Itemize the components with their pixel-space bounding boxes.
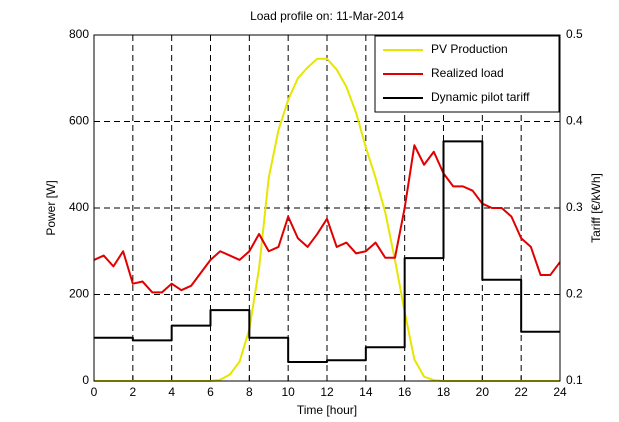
x-tick-label: 12 bbox=[320, 385, 334, 399]
y2-tick-label: 0.1 bbox=[566, 373, 583, 387]
x-tick-label: 10 bbox=[281, 385, 295, 399]
x-axis-label: Time [hour] bbox=[297, 403, 357, 417]
x-tick-label: 14 bbox=[359, 385, 373, 399]
y-axis-label: Power [W] bbox=[44, 180, 58, 235]
y-tick-label: 600 bbox=[69, 114, 89, 128]
x-tick-label: 16 bbox=[398, 385, 412, 399]
y2-tick-label: 0.5 bbox=[566, 27, 583, 41]
x-tick-label: 2 bbox=[129, 385, 136, 399]
series-line bbox=[94, 140, 560, 363]
y-tick-label: 0 bbox=[82, 373, 89, 387]
x-tick-label: 0 bbox=[91, 385, 98, 399]
chart-title: Load profile on: 11-Mar-2014 bbox=[250, 9, 404, 23]
plot-frame bbox=[93, 34, 561, 382]
x-tick-label: 22 bbox=[514, 385, 528, 399]
legend-label: Dynamic pilot tariff bbox=[431, 90, 530, 104]
x-tick-label: 24 bbox=[553, 385, 567, 399]
y-tick-label: 800 bbox=[69, 27, 89, 41]
y-tick-label: 400 bbox=[69, 200, 89, 214]
x-tick-label: 20 bbox=[476, 385, 490, 399]
y-tick-label: 200 bbox=[69, 287, 89, 301]
x-tick-label: 18 bbox=[437, 385, 451, 399]
legend-label: Realized load bbox=[431, 66, 504, 80]
x-tick-label: 6 bbox=[207, 385, 214, 399]
x-tick-label: 8 bbox=[246, 385, 253, 399]
y2-tick-label: 0.2 bbox=[566, 287, 583, 301]
y2-tick-label: 0.4 bbox=[566, 114, 583, 128]
y2-tick-label: 0.3 bbox=[566, 200, 583, 214]
x-tick-label: 4 bbox=[168, 385, 175, 399]
y2-axis-label: Tariff [€/kWh] bbox=[589, 173, 603, 243]
legend-label: PV Production bbox=[431, 42, 508, 56]
